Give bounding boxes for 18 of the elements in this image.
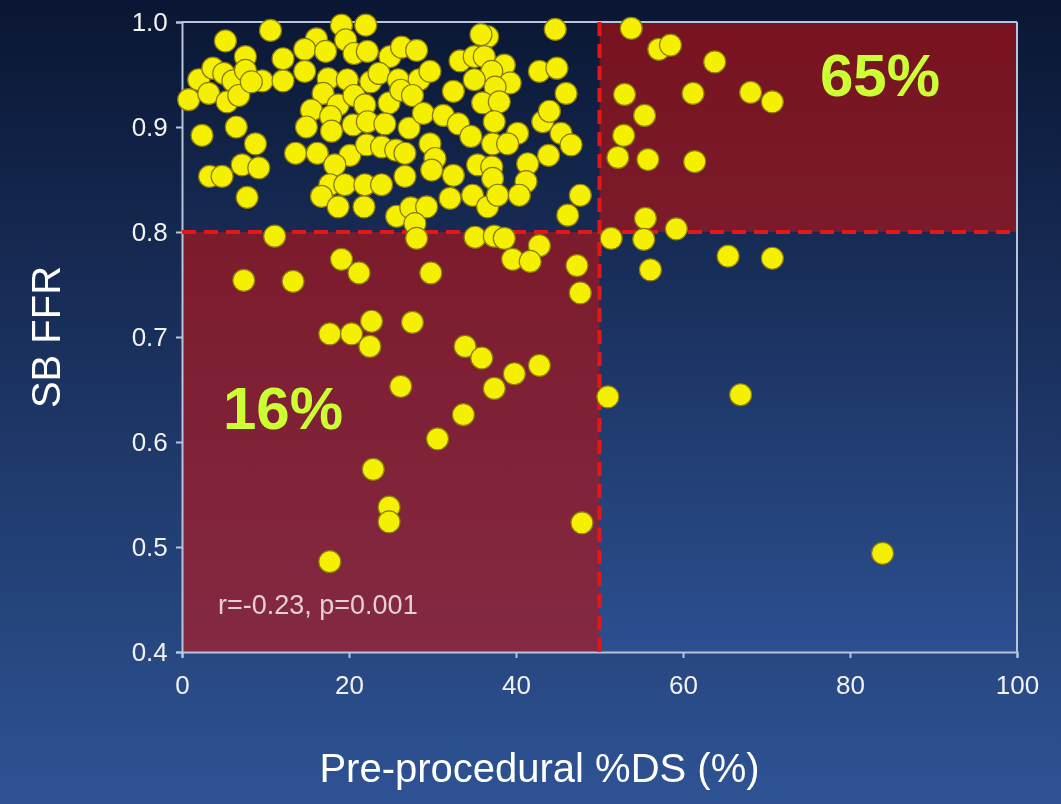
x-tick-label: 60 <box>669 669 698 700</box>
x-tick-label: 40 <box>502 669 531 700</box>
y-tick-label: 0.5 <box>131 531 168 562</box>
annotation: r=-0.23, p=0.001 <box>218 590 418 620</box>
y-tick-label: 1.0 <box>131 6 168 37</box>
annotation: 16% <box>222 374 344 442</box>
y-tick-label: 0.8 <box>131 216 168 247</box>
y-tick-label: 0.4 <box>131 636 168 667</box>
x-tick-label: 0 <box>175 669 190 700</box>
x-axis-title: Pre-procedural %DS (%) <box>319 746 760 790</box>
x-tick-label: 20 <box>335 669 364 700</box>
y-tick-label: 0.6 <box>131 426 168 457</box>
y-tick-label: 0.9 <box>131 111 168 142</box>
y-axis-title: SB FFR <box>24 265 68 409</box>
y-tick-label: 0.7 <box>131 321 168 352</box>
x-tick-label: 80 <box>836 669 865 700</box>
annotation: 65% <box>819 41 941 109</box>
x-tick-label: 100 <box>995 669 1040 700</box>
